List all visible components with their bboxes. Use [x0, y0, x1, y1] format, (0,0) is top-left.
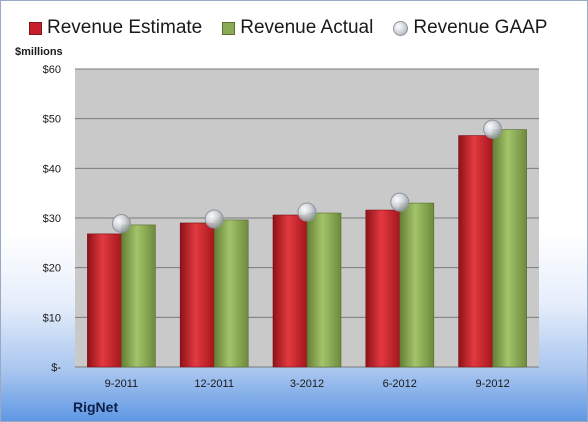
bar-revenue-actual — [121, 224, 156, 368]
marker-revenue-gaap — [390, 192, 410, 212]
legend-marker-gaap — [393, 20, 409, 36]
bar-revenue-actual — [492, 129, 527, 368]
legend: Revenue Estimate Revenue Actual Revenue … — [29, 15, 567, 41]
bar-revenue-estimate — [87, 233, 122, 368]
marker-revenue-gaap — [111, 213, 131, 233]
bar-revenue-estimate — [458, 135, 493, 368]
legend-item-gaap: Revenue GAAP — [393, 17, 547, 39]
x-tick-label: 6-2012 — [383, 378, 417, 390]
marker-revenue-gaap — [483, 119, 503, 139]
y-tick-label: $- — [51, 362, 61, 374]
legend-swatch-estimate — [29, 21, 42, 35]
bar-revenue-actual — [306, 212, 342, 368]
y-tick-label: $50 — [43, 114, 61, 126]
y-axis-units-label: $millions — [15, 46, 63, 58]
y-tick-label: $30 — [43, 213, 61, 225]
legend-item-estimate: Revenue Estimate — [29, 17, 202, 39]
legend-swatch-actual — [222, 21, 236, 35]
x-tick-label: 9-2011 — [105, 378, 138, 390]
gaap-markers — [111, 119, 503, 233]
y-tick-label: $10 — [43, 312, 61, 324]
legend-label-gaap: Revenue GAAP — [413, 17, 548, 38]
x-tick-label: 3-2012 — [290, 378, 324, 390]
x-tick-label: 12-2011 — [194, 378, 234, 390]
legend-item-actual: Revenue Actual — [222, 17, 373, 39]
legend-label-estimate: Revenue Estimate — [47, 17, 203, 38]
marker-revenue-gaap — [204, 209, 224, 229]
bar-revenue-actual — [213, 219, 249, 368]
company-name: RigNet — [73, 399, 119, 415]
x-tick-label: 9-2012 — [475, 378, 509, 390]
bar-revenue-estimate — [365, 209, 401, 368]
bars — [87, 129, 527, 368]
y-axis-ticks: $- $10 $20 $30 $40 $50 $60 — [43, 64, 62, 374]
bar-revenue-estimate — [272, 214, 308, 368]
y-tick-label: $60 — [43, 64, 61, 76]
bar-revenue-estimate — [179, 222, 215, 368]
y-tick-label: $20 — [43, 263, 61, 275]
bar-revenue-actual — [399, 202, 435, 368]
legend-label-actual: Revenue Actual — [240, 17, 374, 38]
x-axis-ticks: 9-2011 12-2011 3-2012 6-2012 9-2012 — [105, 378, 510, 390]
y-tick-label: $40 — [43, 163, 61, 175]
marker-revenue-gaap — [297, 202, 317, 222]
